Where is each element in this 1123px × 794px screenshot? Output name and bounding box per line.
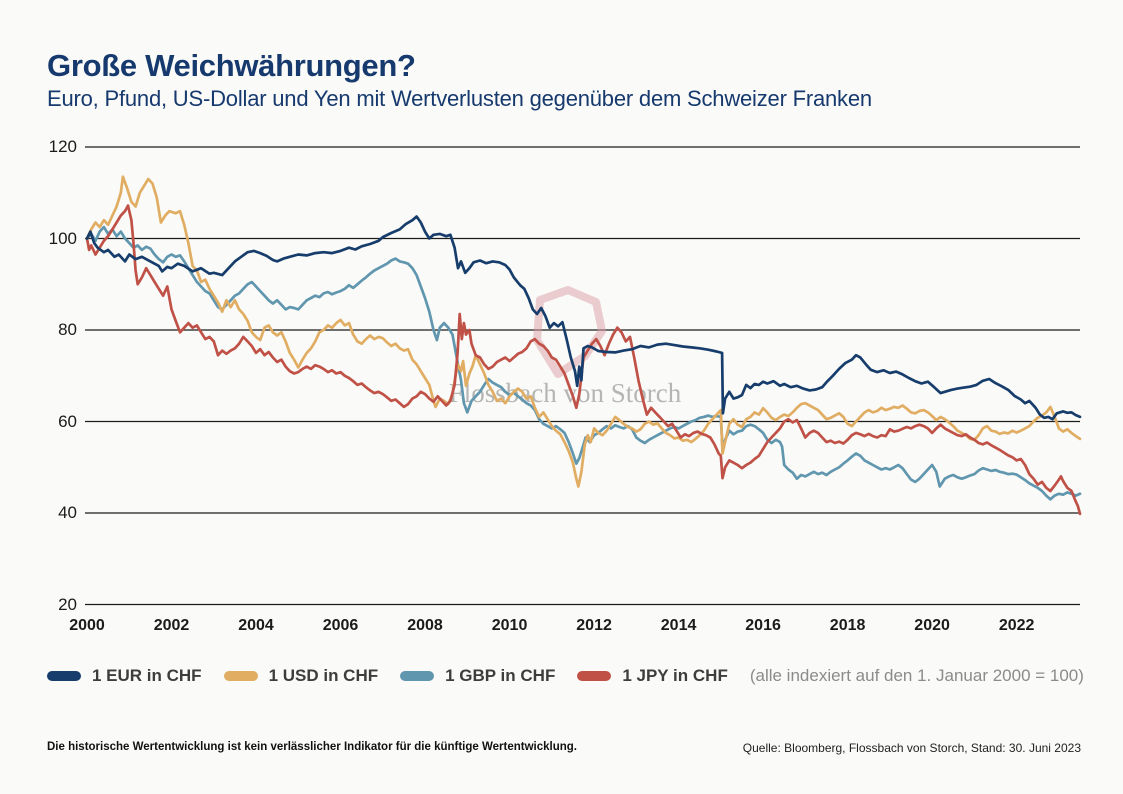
legend-label-gbp: 1 GBP in CHF: [445, 666, 556, 685]
jpy-color-swatch: [577, 671, 612, 681]
legend-index-note: (alle indexiert auf den 1. Januar 2000 =…: [749, 666, 1084, 685]
chart-legend: 1 EUR in CHF 1 USD in CHF 1 GBP in CHF 1…: [47, 666, 1084, 686]
legend-item-usd: 1 USD in CHF: [223, 666, 379, 686]
footer-disclaimer: Die historische Wertentwicklung ist kein…: [47, 741, 577, 753]
usd-color-swatch: [223, 671, 258, 681]
footer-source: Quelle: Bloomberg, Flossbach von Storch,…: [742, 741, 1081, 755]
x-tick-2004: 2004: [238, 617, 274, 634]
legend-label-usd: 1 USD in CHF: [268, 666, 379, 685]
x-tick-2000: 2000: [69, 617, 105, 634]
flossbach-pentagon-logo-icon: [533, 286, 606, 378]
x-tick-2014: 2014: [660, 617, 697, 634]
legend-item-gbp: 1 GBP in CHF: [400, 666, 555, 686]
series-line-1-eur-in-chf: [85, 215, 1082, 421]
x-tick-2020: 2020: [914, 617, 950, 634]
x-tick-2002: 2002: [153, 617, 190, 634]
x-tick-2006: 2006: [322, 617, 359, 634]
y-tick-60: 60: [58, 411, 77, 431]
legend-item-eur: 1 EUR in CHF: [47, 666, 202, 686]
gbp-color-swatch: [400, 671, 435, 681]
y-tick-40: 40: [58, 503, 77, 522]
x-tick-2016: 2016: [745, 617, 781, 634]
y-tick-120: 120: [48, 137, 77, 156]
series-line-1-usd-in-chf: [85, 175, 1082, 488]
legend-item-jpy: 1 JPY in CHF: [577, 666, 728, 686]
x-tick-2018: 2018: [829, 617, 866, 634]
x-tick-2010: 2010: [491, 617, 528, 634]
page-subtitle: Euro, Pfund, US-Dollar und Yen mit Wertv…: [47, 86, 872, 111]
eur-color-swatch: [47, 671, 81, 681]
x-tick-2022: 2022: [998, 617, 1035, 634]
page-title: Große Weichwährungen?: [47, 48, 416, 83]
legend-label-eur: 1 EUR in CHF: [92, 666, 202, 685]
x-tick-2008: 2008: [407, 617, 443, 634]
x-tick-2012: 2012: [576, 617, 612, 634]
y-tick-100: 100: [48, 228, 77, 248]
series-line-1-jpy-in-chf: [85, 204, 1082, 516]
y-tick-20: 20: [58, 594, 77, 614]
y-tick-80: 80: [58, 320, 77, 339]
legend-label-jpy: 1 JPY in CHF: [622, 666, 728, 685]
